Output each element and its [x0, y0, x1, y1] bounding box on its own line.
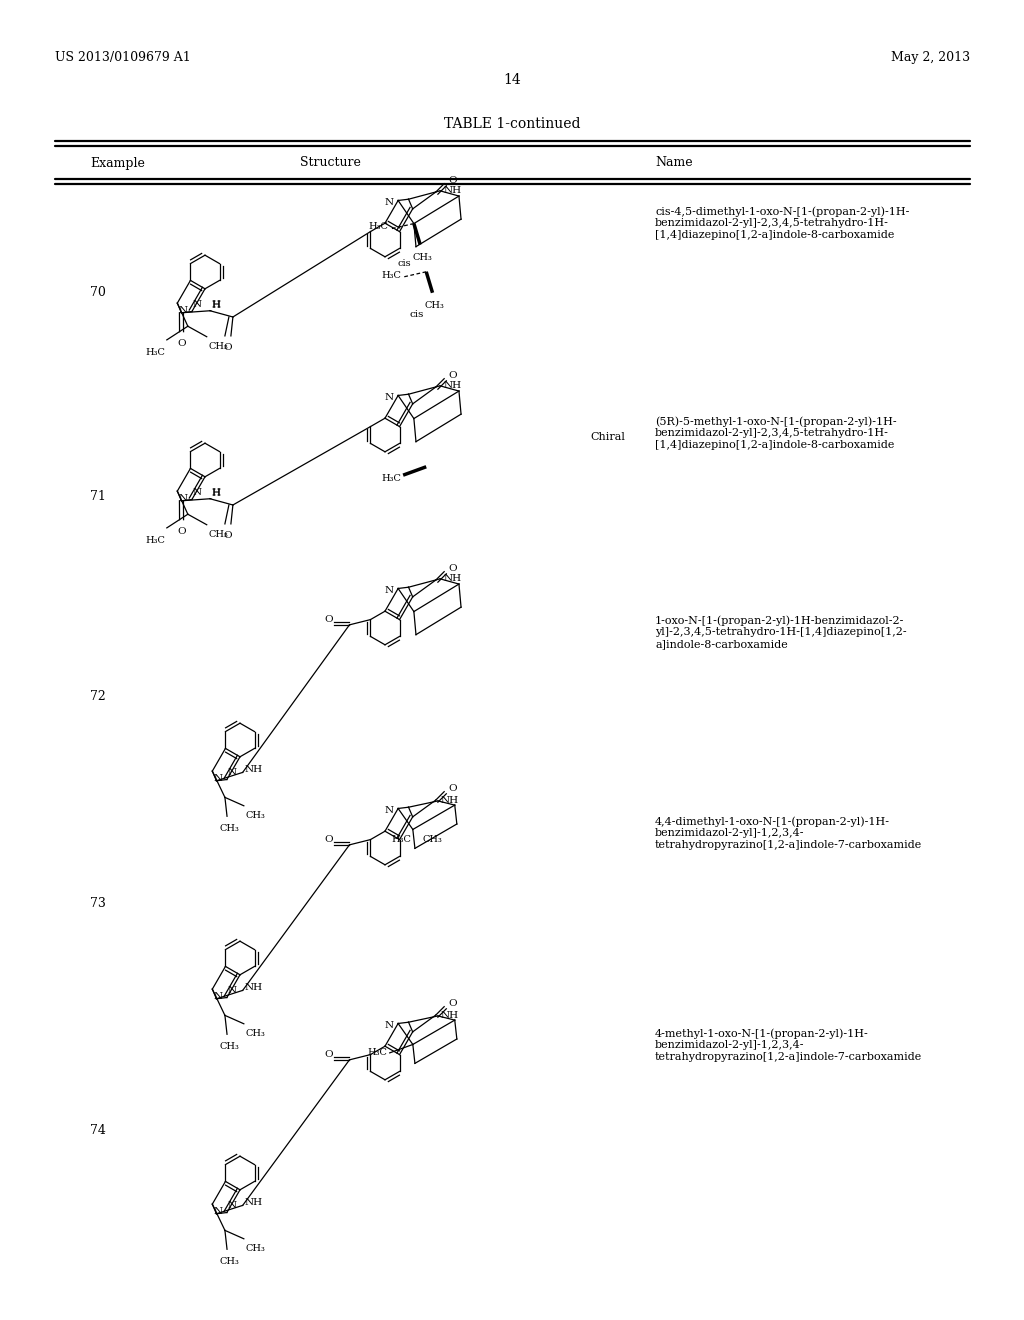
Text: N: N — [178, 306, 187, 315]
Text: cis-4,5-dimethyl-1-oxo-N-[1-(propan-2-yl)-1H-
benzimidazol-2-yl]-2,3,4,5-tetrahy: cis-4,5-dimethyl-1-oxo-N-[1-(propan-2-yl… — [655, 206, 909, 240]
Text: H: H — [212, 301, 221, 310]
Text: (5R)-5-methyl-1-oxo-N-[1-(propan-2-yl)-1H-
benzimidazol-2-yl]-2,3,4,5-tetrahydro: (5R)-5-methyl-1-oxo-N-[1-(propan-2-yl)-1… — [655, 416, 897, 450]
Text: NH: NH — [443, 381, 461, 391]
Text: May 2, 2013: May 2, 2013 — [891, 50, 970, 63]
Text: H₃C: H₃C — [145, 536, 165, 545]
Text: Chiral: Chiral — [590, 432, 625, 442]
Text: N: N — [193, 487, 202, 496]
Text: NH: NH — [441, 1011, 459, 1020]
Text: 4,4-dimethyl-1-oxo-N-[1-(propan-2-yl)-1H-
benzimidazol-2-yl]-1,2,3,4-
tetrahydro: 4,4-dimethyl-1-oxo-N-[1-(propan-2-yl)-1H… — [655, 816, 923, 850]
Text: 70: 70 — [90, 286, 105, 300]
Text: Name: Name — [655, 157, 692, 169]
Text: H₃C: H₃C — [381, 474, 401, 483]
Text: NH: NH — [443, 186, 461, 195]
Text: CH₃: CH₃ — [425, 301, 444, 310]
Text: 71: 71 — [90, 491, 105, 503]
Text: N: N — [385, 807, 394, 814]
Text: N: N — [228, 986, 237, 994]
Text: Structure: Structure — [300, 157, 360, 169]
Text: CH₃: CH₃ — [219, 824, 239, 833]
Text: 72: 72 — [90, 690, 105, 704]
Text: N: N — [228, 767, 237, 776]
Text: O: O — [177, 339, 186, 347]
Text: US 2013/0109679 A1: US 2013/0109679 A1 — [55, 50, 190, 63]
Text: H₃C: H₃C — [391, 836, 411, 843]
Text: 73: 73 — [90, 898, 105, 909]
Text: H₃C: H₃C — [145, 348, 165, 356]
Text: N: N — [385, 586, 394, 595]
Text: O: O — [449, 176, 457, 185]
Text: 14: 14 — [503, 73, 521, 87]
Text: H: H — [212, 300, 221, 309]
Text: N: N — [193, 300, 202, 309]
Text: O: O — [223, 531, 232, 540]
Text: 4-methyl-1-oxo-N-[1-(propan-2-yl)-1H-
benzimidazol-2-yl]-1,2,3,4-
tetrahydropyra: 4-methyl-1-oxo-N-[1-(propan-2-yl)-1H- be… — [655, 1028, 923, 1061]
Text: H: H — [212, 490, 221, 498]
Text: 74: 74 — [90, 1123, 105, 1137]
Text: N: N — [213, 1206, 222, 1216]
Text: cis: cis — [409, 310, 423, 318]
Text: O: O — [449, 564, 457, 573]
Text: N: N — [385, 198, 394, 207]
Text: CH₃: CH₃ — [209, 342, 228, 351]
Text: N: N — [385, 393, 394, 403]
Text: NH: NH — [245, 983, 263, 991]
Text: N: N — [213, 774, 222, 783]
Text: CH₃: CH₃ — [219, 1257, 239, 1266]
Text: 1-oxo-N-[1-(propan-2-yl)-1H-benzimidazol-2-
yl]-2,3,4,5-tetrahydro-1H-[1,4]diaze: 1-oxo-N-[1-(propan-2-yl)-1H-benzimidazol… — [655, 615, 906, 648]
Text: N: N — [228, 1200, 237, 1209]
Text: H₃C: H₃C — [381, 271, 401, 280]
Text: NH: NH — [443, 574, 461, 583]
Text: O: O — [325, 615, 333, 624]
Text: Example: Example — [90, 157, 144, 169]
Text: O: O — [325, 836, 333, 845]
Text: CH₃: CH₃ — [219, 1043, 239, 1051]
Text: H₃C: H₃C — [369, 222, 389, 231]
Text: O: O — [449, 999, 457, 1008]
Text: O: O — [223, 343, 232, 352]
Text: N: N — [385, 1020, 394, 1030]
Text: CH₃: CH₃ — [246, 1243, 265, 1253]
Text: H: H — [212, 488, 221, 498]
Text: N: N — [213, 993, 222, 1001]
Text: O: O — [177, 527, 186, 536]
Text: CH₃: CH₃ — [246, 810, 265, 820]
Text: cis: cis — [397, 259, 411, 268]
Text: NH: NH — [245, 764, 263, 774]
Text: NH: NH — [441, 796, 459, 805]
Text: CH₃: CH₃ — [413, 252, 432, 261]
Text: O: O — [449, 784, 457, 793]
Text: CH₃: CH₃ — [423, 836, 442, 843]
Text: H₃C: H₃C — [368, 1048, 388, 1057]
Text: CH₃: CH₃ — [246, 1028, 265, 1038]
Text: CH₃: CH₃ — [209, 529, 228, 539]
Text: NH: NH — [245, 1197, 263, 1206]
Text: O: O — [449, 371, 457, 380]
Text: O: O — [325, 1051, 333, 1060]
Text: N: N — [178, 494, 187, 503]
Text: TABLE 1-continued: TABLE 1-continued — [443, 117, 581, 131]
